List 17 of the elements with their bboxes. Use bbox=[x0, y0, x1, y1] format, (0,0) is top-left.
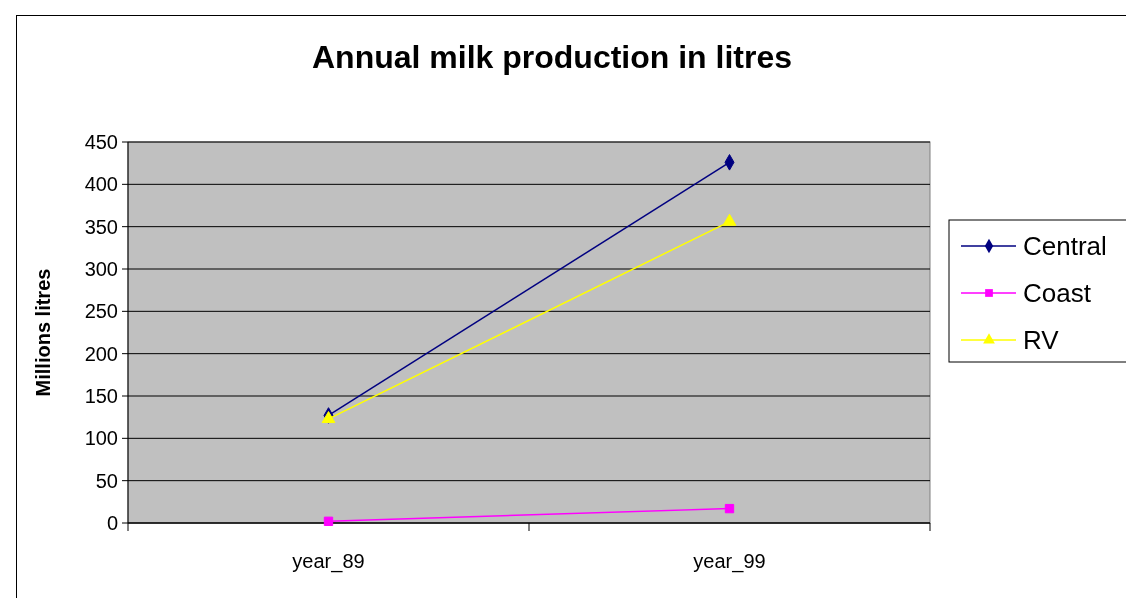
chart-title: Annual milk production in litres bbox=[311, 39, 793, 75]
legend-label: RV bbox=[1023, 325, 1060, 356]
x-tick-label: year_89 bbox=[292, 550, 365, 573]
y-axis-title: Millions litres bbox=[32, 268, 54, 397]
x-tick-label: year_99 bbox=[693, 550, 766, 573]
y-tick-label: 50 bbox=[95, 469, 118, 492]
legend-label: Coast bbox=[1023, 278, 1092, 309]
y-tick-label: 150 bbox=[84, 385, 118, 407]
y-tick-label: 400 bbox=[84, 173, 118, 196]
y-tick-label: 100 bbox=[84, 427, 118, 450]
y-tick-label: 350 bbox=[84, 215, 118, 238]
legend-label: Central bbox=[1023, 231, 1107, 262]
y-tick-label: 300 bbox=[84, 258, 118, 280]
y-tick-label: 250 bbox=[84, 300, 118, 323]
y-tick-label: 200 bbox=[84, 342, 118, 365]
y-tick-label: 0 bbox=[106, 512, 118, 534]
y-tick-label: 450 bbox=[84, 131, 118, 153]
